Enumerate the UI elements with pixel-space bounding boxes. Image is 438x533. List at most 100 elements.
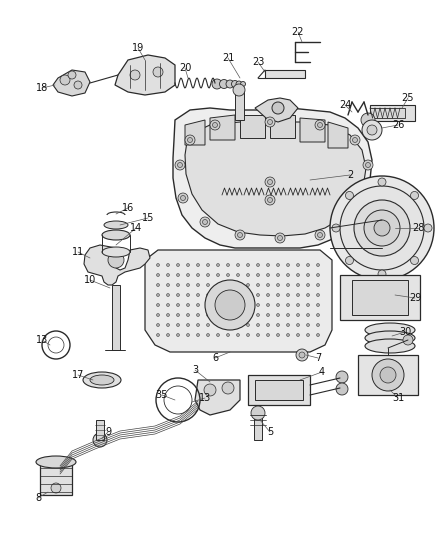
Circle shape — [247, 273, 250, 277]
Circle shape — [265, 117, 275, 127]
Circle shape — [367, 125, 377, 135]
Circle shape — [226, 80, 234, 88]
Circle shape — [297, 284, 300, 287]
Polygon shape — [352, 280, 408, 315]
Circle shape — [226, 273, 230, 277]
Ellipse shape — [36, 456, 76, 468]
Circle shape — [93, 433, 107, 447]
Circle shape — [216, 284, 219, 287]
Circle shape — [336, 383, 348, 395]
Circle shape — [374, 220, 390, 236]
Circle shape — [166, 303, 170, 306]
Circle shape — [226, 324, 230, 327]
Circle shape — [187, 334, 190, 336]
Text: 10: 10 — [84, 275, 96, 285]
Circle shape — [156, 294, 159, 296]
Circle shape — [177, 163, 183, 167]
Bar — [370, 105, 415, 121]
Circle shape — [299, 352, 305, 358]
Circle shape — [178, 193, 188, 203]
Circle shape — [257, 263, 259, 266]
Polygon shape — [195, 380, 240, 415]
Circle shape — [187, 303, 190, 306]
Circle shape — [197, 313, 199, 317]
Bar — [112, 285, 120, 350]
Circle shape — [378, 178, 386, 186]
Polygon shape — [53, 70, 90, 96]
Circle shape — [257, 334, 259, 336]
Circle shape — [187, 313, 190, 317]
Text: 21: 21 — [222, 53, 234, 63]
Circle shape — [166, 284, 170, 287]
Circle shape — [257, 273, 259, 277]
Circle shape — [222, 382, 234, 394]
Circle shape — [410, 256, 419, 264]
Circle shape — [354, 200, 410, 256]
Circle shape — [297, 334, 300, 336]
Circle shape — [346, 256, 353, 264]
Circle shape — [166, 334, 170, 336]
Circle shape — [317, 284, 319, 287]
Circle shape — [286, 324, 290, 327]
Circle shape — [276, 294, 279, 296]
Circle shape — [317, 294, 319, 296]
Text: 13: 13 — [199, 393, 211, 403]
Text: 23: 23 — [252, 57, 264, 67]
Text: 8: 8 — [35, 493, 41, 503]
Circle shape — [177, 313, 180, 317]
Polygon shape — [40, 462, 72, 495]
Circle shape — [237, 303, 240, 306]
Circle shape — [363, 160, 373, 170]
Circle shape — [166, 273, 170, 277]
Circle shape — [330, 176, 434, 280]
Circle shape — [318, 232, 322, 238]
Text: 22: 22 — [292, 27, 304, 37]
Circle shape — [237, 232, 243, 238]
Polygon shape — [255, 98, 298, 122]
Circle shape — [60, 75, 70, 85]
Circle shape — [216, 273, 219, 277]
Circle shape — [247, 313, 250, 317]
Circle shape — [268, 119, 272, 125]
Circle shape — [307, 313, 310, 317]
Bar — [265, 70, 305, 78]
Circle shape — [266, 263, 269, 266]
Text: 5: 5 — [267, 427, 273, 437]
Text: 14: 14 — [130, 223, 142, 233]
Polygon shape — [358, 355, 418, 395]
Circle shape — [276, 324, 279, 327]
Text: 7: 7 — [315, 353, 321, 363]
Circle shape — [216, 303, 219, 306]
Text: 13: 13 — [36, 335, 48, 345]
Circle shape — [216, 313, 219, 317]
Circle shape — [353, 138, 357, 142]
Circle shape — [206, 294, 209, 296]
Circle shape — [166, 294, 170, 296]
Circle shape — [237, 273, 240, 277]
Circle shape — [257, 284, 259, 287]
Circle shape — [177, 324, 180, 327]
Polygon shape — [240, 115, 265, 138]
Circle shape — [266, 324, 269, 327]
Circle shape — [315, 230, 325, 240]
Circle shape — [286, 263, 290, 266]
Circle shape — [197, 334, 199, 336]
Circle shape — [216, 334, 219, 336]
Circle shape — [156, 303, 159, 306]
Circle shape — [286, 334, 290, 336]
Text: 20: 20 — [179, 63, 191, 73]
Circle shape — [197, 273, 199, 277]
Text: 31: 31 — [392, 393, 404, 403]
Circle shape — [156, 273, 159, 277]
Circle shape — [237, 334, 240, 336]
Circle shape — [130, 70, 140, 80]
Circle shape — [237, 294, 240, 296]
Text: 4: 4 — [319, 367, 325, 377]
Circle shape — [206, 263, 209, 266]
Text: 11: 11 — [72, 247, 84, 257]
Circle shape — [219, 79, 229, 88]
Circle shape — [307, 303, 310, 306]
Circle shape — [204, 384, 216, 396]
Circle shape — [365, 163, 371, 167]
Circle shape — [266, 273, 269, 277]
